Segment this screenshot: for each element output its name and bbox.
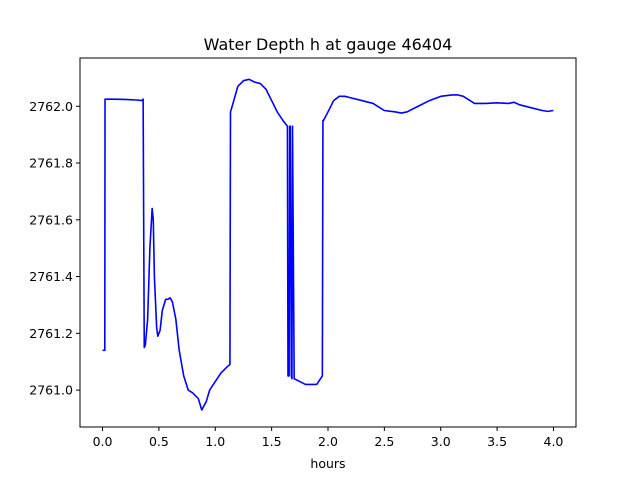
x-axis-label: hours (310, 456, 345, 471)
x-tick-label: 3.5 (487, 434, 507, 449)
x-tick-label: 2.0 (318, 434, 338, 449)
series-line-0 (102, 78, 554, 411)
y-axis: 2761.0 2761.2 2761.4 2761.6 2761.8 2762.0 (29, 99, 80, 398)
y-tick-label: 2761.4 (29, 269, 73, 284)
y-tick-label: 2762.0 (29, 99, 73, 114)
y-tick-label: 2761.8 (29, 156, 73, 171)
x-tick-label: 0.5 (149, 434, 169, 449)
x-tick-label: 3.0 (431, 434, 451, 449)
y-tick-label: 2761.0 (29, 383, 73, 398)
y-tick-label: 2761.6 (29, 212, 73, 227)
plot-frame (79, 57, 577, 428)
chart-title: Water Depth h at gauge 46404 (204, 35, 453, 54)
y-tick-label: 2761.2 (29, 326, 73, 341)
plot-area (102, 78, 554, 411)
x-tick-label: 1.5 (262, 434, 282, 449)
x-tick-label: 1.0 (205, 434, 225, 449)
x-tick-label: 0.0 (93, 434, 113, 449)
x-axis: 0.0 0.5 1.0 1.5 2.0 2.5 3.0 3.5 4.0 (93, 427, 564, 449)
x-tick-label: 4.0 (544, 434, 564, 449)
x-tick-label: 2.5 (374, 434, 394, 449)
